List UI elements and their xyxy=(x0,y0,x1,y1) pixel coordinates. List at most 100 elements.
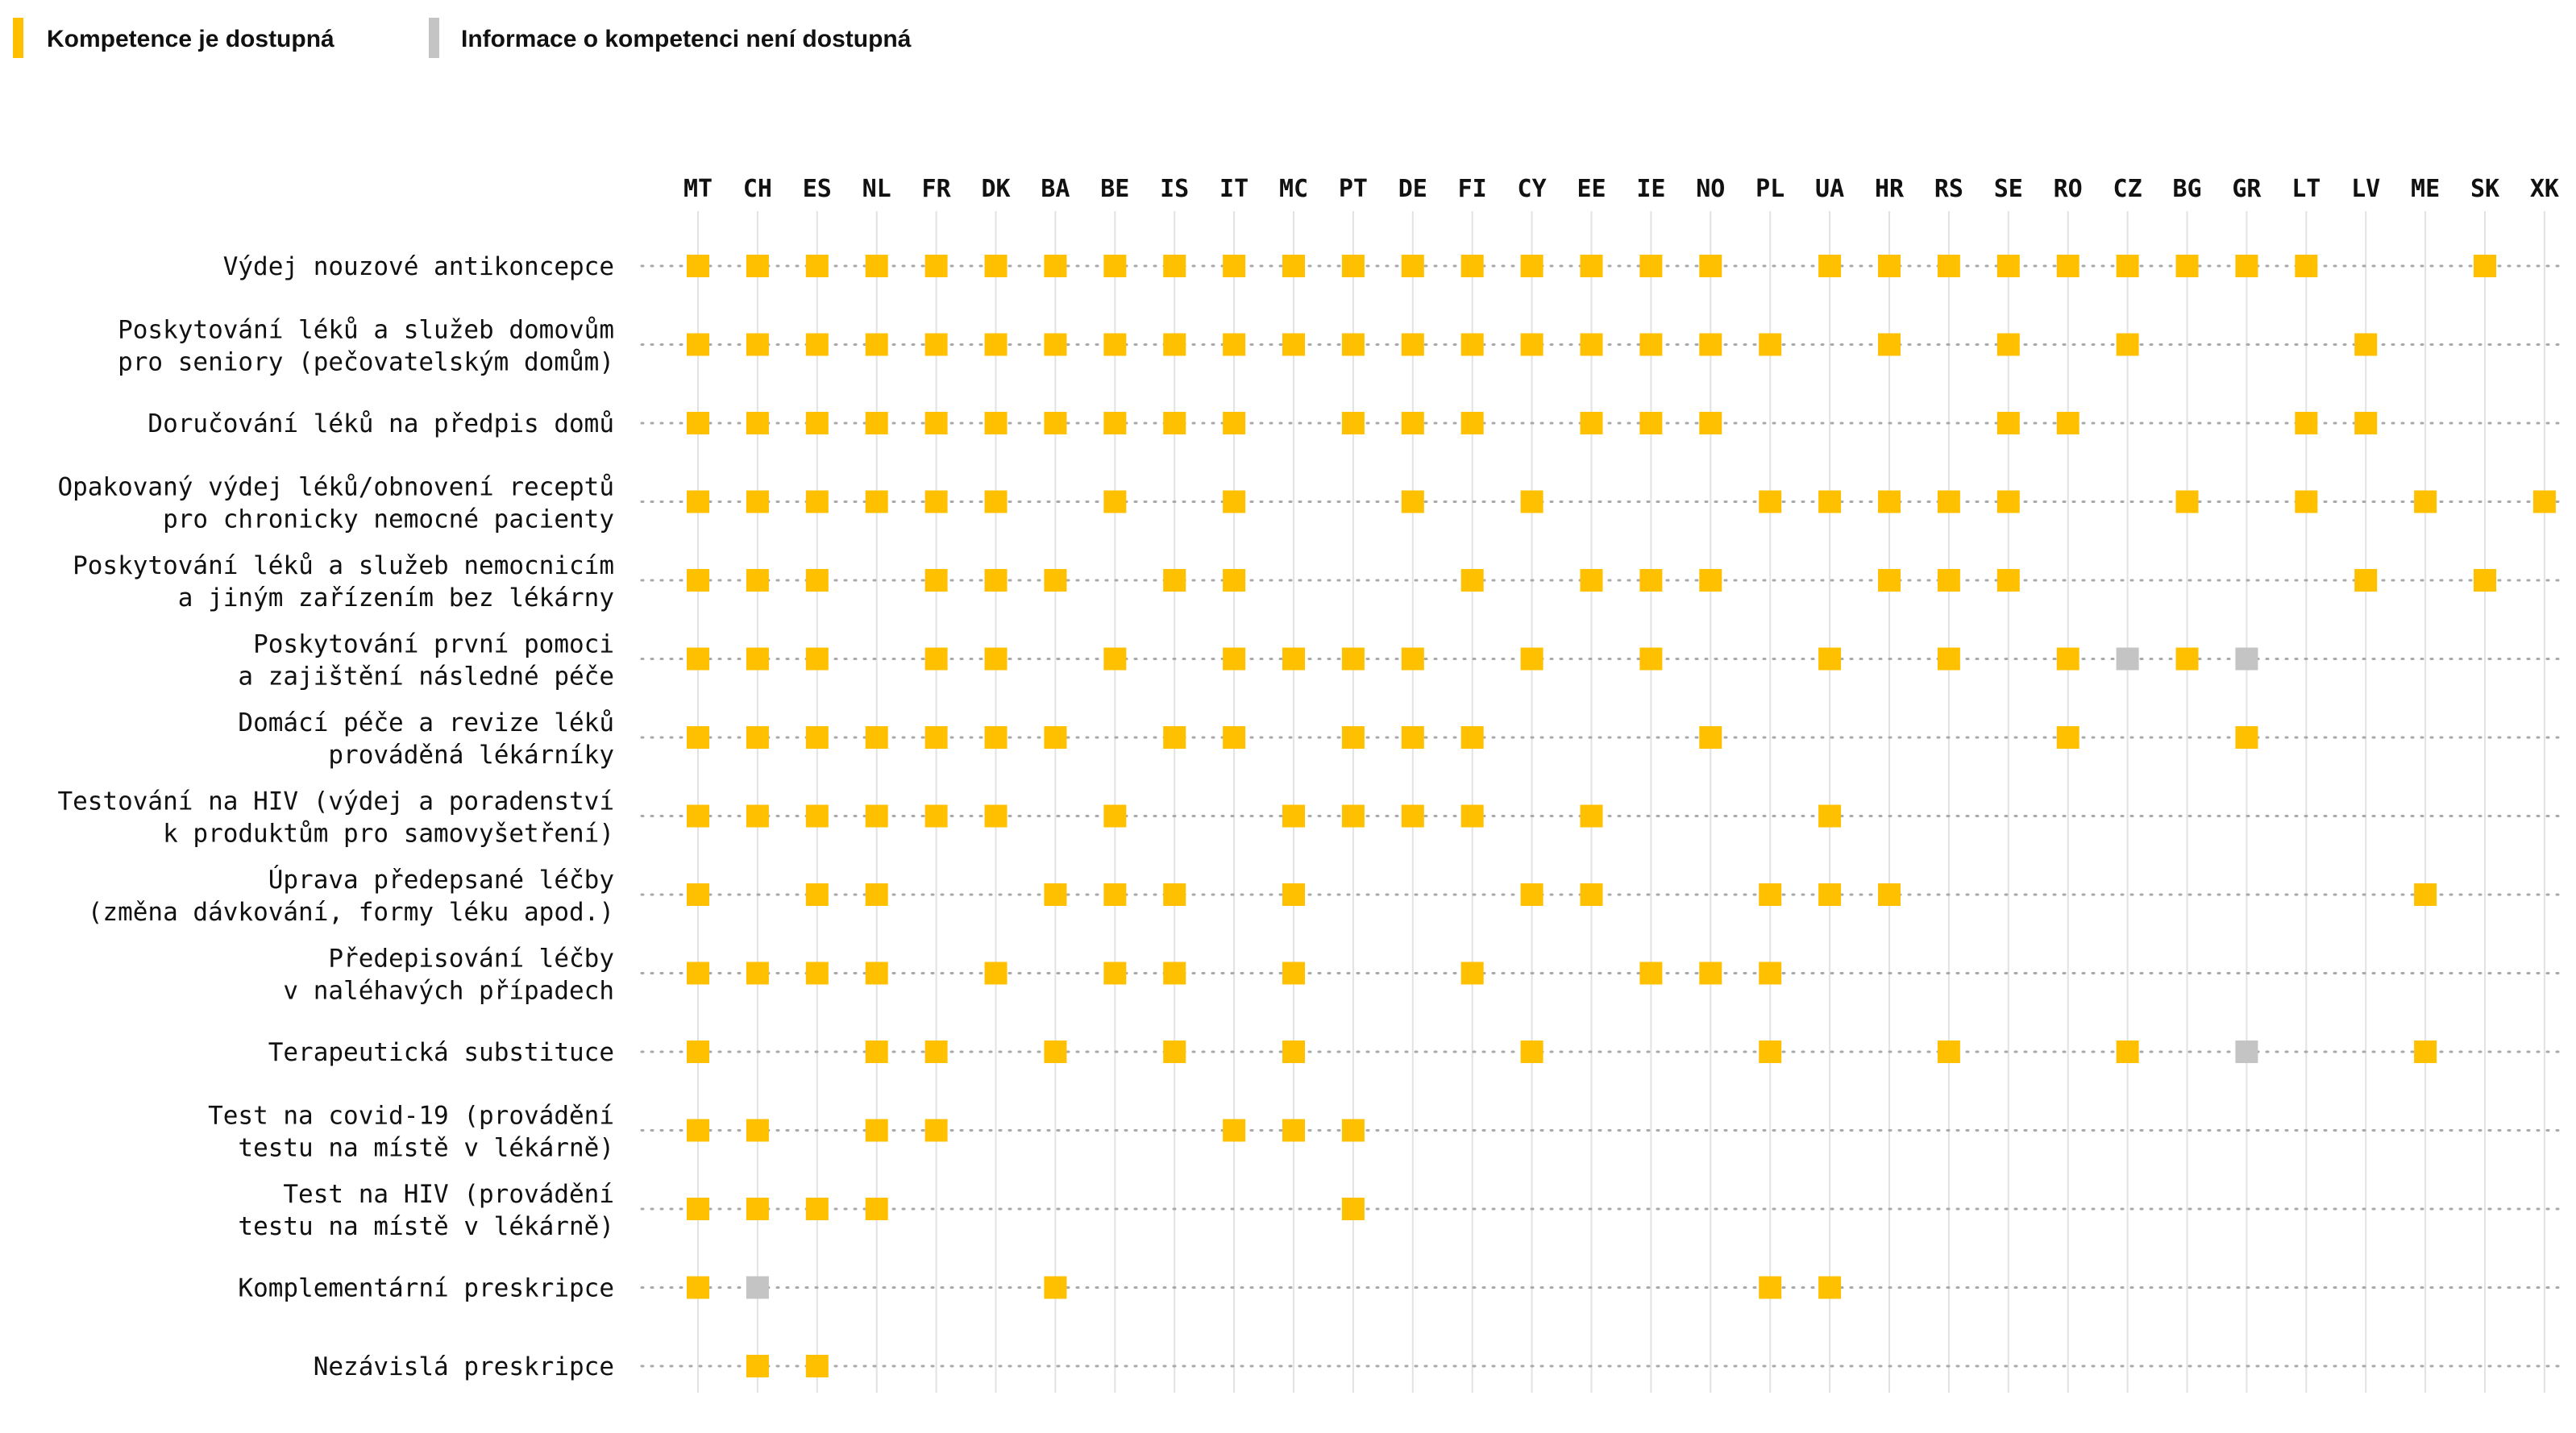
row-gridlines xyxy=(640,264,2565,1368)
mark-available xyxy=(984,255,1008,277)
mark-available xyxy=(1759,1276,1782,1299)
column-label-ch: CH xyxy=(743,175,772,203)
mark-available xyxy=(1223,333,1246,356)
mark-available xyxy=(1282,804,1305,828)
row-label: v naléhavých případech xyxy=(283,977,614,1006)
mark-available xyxy=(1103,962,1127,985)
mark-available xyxy=(2116,255,2139,277)
mark-available xyxy=(924,412,948,434)
mark-available xyxy=(1044,412,1067,434)
mark-available xyxy=(865,1198,888,1220)
mark-available xyxy=(984,804,1008,828)
mark-available xyxy=(984,726,1008,749)
mark-available xyxy=(746,490,769,513)
mark-available xyxy=(687,1119,709,1142)
mark-available xyxy=(1044,883,1067,906)
mark-available xyxy=(1996,333,2020,356)
mark-available xyxy=(1103,883,1127,906)
row-label: Testování na HIV (výdej a poradenství xyxy=(57,787,614,816)
mark-available xyxy=(2175,647,2199,671)
mark-available xyxy=(1580,255,1603,277)
mark-available xyxy=(1937,647,1960,671)
mark-available xyxy=(1520,490,1544,513)
mark-available xyxy=(1044,333,1067,356)
mark-available xyxy=(1223,412,1246,434)
mark-unavailable xyxy=(2235,1040,2258,1063)
mark-available xyxy=(1282,333,1305,356)
mark-available xyxy=(1639,647,1663,671)
mark-available xyxy=(746,255,769,277)
mark-available xyxy=(1163,412,1186,434)
mark-available xyxy=(2414,490,2437,513)
mark-available xyxy=(746,647,769,671)
mark-available xyxy=(1103,255,1127,277)
legend: Kompetence je dostupná Informace o kompet… xyxy=(13,18,912,58)
mark-available xyxy=(924,255,948,277)
legend-label-unavailable: Informace o kompetenci není dostupná xyxy=(461,26,912,52)
mark-available xyxy=(1223,647,1246,671)
mark-available xyxy=(746,412,769,434)
column-gridlines xyxy=(697,211,2545,1393)
mark-available xyxy=(2414,883,2437,906)
mark-available xyxy=(1699,726,1722,749)
mark-available xyxy=(984,569,1008,592)
mark-available xyxy=(1759,962,1782,985)
mark-available xyxy=(1163,883,1186,906)
mark-available xyxy=(1163,255,1186,277)
mark-available xyxy=(924,569,948,592)
mark-available xyxy=(805,647,829,671)
mark-available xyxy=(1044,1276,1067,1299)
column-label-pt: PT xyxy=(1339,175,1368,203)
mark-available xyxy=(1818,883,1842,906)
mark-unavailable xyxy=(746,1276,769,1299)
mark-available xyxy=(2295,255,2318,277)
mark-unavailable xyxy=(2116,647,2139,671)
mark-available xyxy=(1044,726,1067,749)
mark-available xyxy=(1163,569,1186,592)
mark-available xyxy=(1699,569,1722,592)
column-label-ro: RO xyxy=(2054,175,2083,203)
data-marks xyxy=(687,255,2556,1377)
row-label: k produktům pro samovyšetření) xyxy=(163,820,614,849)
mark-available xyxy=(805,1198,829,1220)
mark-available xyxy=(1044,255,1067,277)
row-label: Poskytování první pomoci xyxy=(253,630,614,659)
mark-available xyxy=(865,255,888,277)
mark-available xyxy=(1223,490,1246,513)
column-label-cy: CY xyxy=(1518,175,1547,203)
mark-available xyxy=(1759,333,1782,356)
mark-available xyxy=(1401,333,1424,356)
mark-available xyxy=(924,726,948,749)
mark-available xyxy=(2414,1040,2437,1063)
mark-available xyxy=(805,962,829,985)
mark-available xyxy=(1341,333,1365,356)
column-label-no: NO xyxy=(1696,175,1725,203)
row-label: pro seniory (pečovatelským domům) xyxy=(118,348,614,377)
mark-available xyxy=(805,255,829,277)
mark-available xyxy=(1759,1040,1782,1063)
mark-available xyxy=(746,726,769,749)
mark-available xyxy=(687,1276,709,1299)
mark-available xyxy=(1282,647,1305,671)
mark-available xyxy=(746,569,769,592)
mark-available xyxy=(1996,412,2020,434)
row-label: Komplementární preskripce xyxy=(238,1274,614,1303)
mark-available xyxy=(1937,490,1960,513)
mark-available xyxy=(924,333,948,356)
column-label-ee: EE xyxy=(1577,175,1606,203)
mark-available xyxy=(1103,804,1127,828)
mark-available xyxy=(2295,490,2318,513)
row-labels: Výdej nouzové antikoncepce Poskytování lé… xyxy=(57,252,614,1381)
mark-available xyxy=(1044,1040,1067,1063)
mark-available xyxy=(2056,726,2079,749)
mark-available xyxy=(1878,883,1901,906)
mark-available xyxy=(2116,333,2139,356)
mark-available xyxy=(805,804,829,828)
mark-available xyxy=(687,647,709,671)
mark-available xyxy=(1639,412,1663,434)
mark-available xyxy=(1996,569,2020,592)
mark-available xyxy=(1818,255,1842,277)
mark-available xyxy=(1341,726,1365,749)
mark-available xyxy=(1639,333,1663,356)
